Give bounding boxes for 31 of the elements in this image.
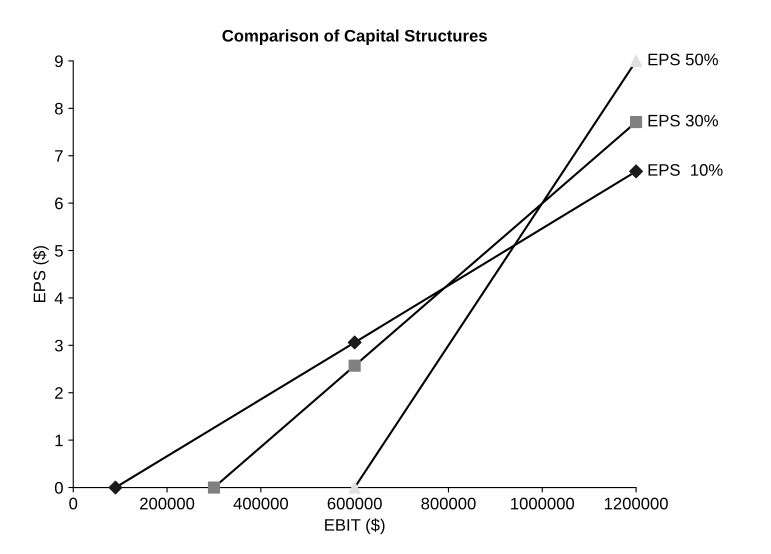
x-tick-label: 0 bbox=[69, 498, 78, 510]
x-tick-label: 400000 bbox=[233, 498, 288, 510]
series-label: EPS 30% bbox=[648, 114, 718, 127]
chart-title: Comparison of Capital Structures bbox=[222, 29, 487, 45]
y-tick-label: 6 bbox=[55, 198, 63, 210]
y-tick-label: 0 bbox=[54, 482, 63, 494]
y-tick-label: 7 bbox=[55, 150, 63, 162]
series-label: EPS 50% bbox=[648, 54, 718, 66]
point bbox=[208, 481, 220, 494]
x-axis-title: EBIT ($) bbox=[325, 518, 385, 534]
point bbox=[348, 336, 362, 350]
y-tick-label: 9 bbox=[55, 55, 63, 68]
point bbox=[630, 116, 642, 128]
x-tick-label: 1000000 bbox=[511, 498, 574, 510]
y-tick-label: 4 bbox=[54, 292, 64, 304]
y-tick-label: 3 bbox=[54, 340, 63, 352]
y-tick-label: 1 bbox=[56, 434, 63, 446]
y-tick-label: 8 bbox=[54, 102, 63, 115]
point bbox=[629, 164, 643, 178]
x-tick-label: 1200000 bbox=[604, 498, 668, 510]
y-axis-title: EPS ($) bbox=[32, 246, 49, 302]
x-tick-label: 600000 bbox=[328, 498, 382, 510]
point bbox=[630, 54, 642, 68]
y-tick-label: 5 bbox=[54, 245, 63, 257]
point bbox=[108, 480, 122, 494]
series-label: EPS 10% bbox=[648, 164, 723, 176]
point bbox=[348, 481, 361, 494]
point bbox=[348, 360, 361, 372]
x-tick-label: 800000 bbox=[421, 498, 476, 510]
x-tick-label: 200000 bbox=[140, 498, 194, 510]
y-tick-label: 2 bbox=[55, 387, 63, 399]
